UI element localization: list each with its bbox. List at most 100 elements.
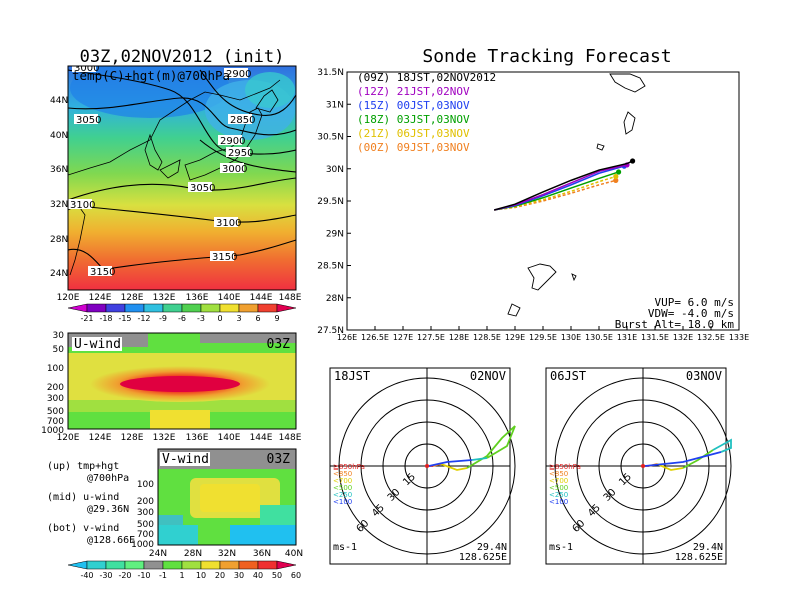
contour-labels: 3000 2900 3050 2850 2900 2950 3000 3050 … xyxy=(68,63,255,278)
lon-tick: 144E xyxy=(250,433,273,443)
contour-label: 3000 xyxy=(222,164,247,175)
vwind-time: 03Z xyxy=(267,452,291,467)
lon-tick: 132.5E xyxy=(697,333,725,342)
lon-tick: 140E xyxy=(218,433,241,443)
left-map-lon-ticks: 120E 124E 128E 132E 136E 140E 144E 148E xyxy=(57,293,302,303)
forecast-lon-ticks: 126E 126.5E 127E 127.5E 128E 128.5E 129E 129.5E… xyxy=(337,326,749,342)
colorbar-label: 40 xyxy=(253,571,263,580)
p-tick: 50 xyxy=(53,345,65,355)
lat-tick: 40N xyxy=(50,131,68,141)
hodograph-left: 18JST 02NOV15304560≧850hPa<850<700<500<25… xyxy=(329,367,516,565)
colorbar-swatch xyxy=(219,560,240,570)
param-vup: VUP= 6.0 m/s xyxy=(655,296,734,309)
colorbar-label: -20 xyxy=(118,571,131,580)
vwind-p-ticks: 100 200 300 500 700 1000 xyxy=(131,480,154,550)
colorbar-swatch xyxy=(219,303,240,313)
hodo-level-legend: <100 xyxy=(333,498,352,506)
note-mid-level: @29.36N xyxy=(87,504,129,515)
hodo-trace xyxy=(428,459,473,467)
hodo-level-legend: ≧850hPa xyxy=(549,463,581,471)
hodo-trace xyxy=(656,463,684,471)
contour-label: 3100 xyxy=(216,218,241,229)
lon-tick: 120E xyxy=(57,433,80,443)
colorbar-swatch xyxy=(276,560,297,570)
colorbar-label: 3 xyxy=(236,314,241,323)
p-tick: 300 xyxy=(137,508,154,518)
lon-tick: 126E xyxy=(337,333,357,342)
lon-tick: 124E xyxy=(89,433,112,443)
legend-entry: (21Z) 06JST,03NOV xyxy=(357,127,470,140)
lon-tick: 148E xyxy=(279,433,302,443)
temperature-colorbar: -21 -18 -15 -12 -9 -6 -3 0 3 6 9 xyxy=(67,303,297,323)
track-line xyxy=(494,160,633,211)
lat-tick: 24N xyxy=(50,269,68,279)
lon-tick: 130.5E xyxy=(585,333,613,342)
lat-tick: 36N xyxy=(50,165,68,175)
lon-tick: 128.5E xyxy=(473,333,501,342)
colorbar-swatch xyxy=(238,560,259,570)
uwind-frame xyxy=(67,332,297,430)
left-map-lat-ticks: 44N 40N 36N 32N 28N 24N xyxy=(50,96,68,279)
contour-label: 3050 xyxy=(190,183,215,194)
hodo-level-legend: <850 xyxy=(549,470,568,478)
colorbar-swatch xyxy=(162,303,183,313)
lon-tick: 130E xyxy=(561,333,581,342)
lat-tick: 32N xyxy=(50,200,68,210)
hodo-unit: ms-1 xyxy=(549,542,573,553)
hodo-trace xyxy=(644,451,722,467)
forecast-legend: (09Z) 18JST,02NOV2012 (12Z) 21JST,02NOV … xyxy=(357,71,496,154)
colorbar-swatch xyxy=(86,303,107,313)
uwind-label: U-wind xyxy=(74,337,121,352)
lat-tick: 28N xyxy=(50,235,68,245)
uwind-p-ticks: 30 50 100 200 300 500 700 1000 xyxy=(41,331,64,436)
lat-tick: 24N xyxy=(149,549,167,559)
lat-tick: 36N xyxy=(253,549,271,559)
p-tick: 700 xyxy=(47,417,64,427)
hodo-origin xyxy=(641,464,645,468)
colorbar-swatch xyxy=(67,560,88,570)
lat-tick: 30N xyxy=(326,165,344,175)
note-up: (up) tmp+hgt xyxy=(47,461,119,472)
colorbar-label: 50 xyxy=(272,571,282,580)
colorbar-label: 20 xyxy=(215,571,225,580)
panel-notes: (up) tmp+hgt @700hPa (mid) u-wind @29.36… xyxy=(47,461,135,546)
colorbar-label: -10 xyxy=(137,571,150,580)
lon-tick: 128E xyxy=(449,333,469,342)
hodo-time: 18JST xyxy=(334,369,370,383)
lat-tick: 28N xyxy=(184,549,202,559)
legend-entry: (15Z) 00JST,03NOV xyxy=(357,99,470,112)
colorbar-swatch xyxy=(143,303,164,313)
wind-colorbar: -40 -30 -20 -10 -1 1 10 20 30 40 50 60 xyxy=(67,560,301,580)
lat-tick: 29N xyxy=(326,229,344,239)
hodo-label-box xyxy=(466,370,508,383)
colorbar-swatch xyxy=(200,303,221,313)
contour-label: 3000 xyxy=(74,63,99,74)
colorbar-swatch xyxy=(86,560,107,570)
contour-label: 2950 xyxy=(228,148,253,159)
hodo-level-legend: <850 xyxy=(333,470,352,478)
contour-label: 2900 xyxy=(220,136,245,147)
lon-tick: 127E xyxy=(393,333,413,342)
hodo-unit: ms-1 xyxy=(333,542,357,553)
lat-tick: 31.5N xyxy=(317,68,344,78)
p-tick: 700 xyxy=(137,530,154,540)
vwind-label: V-wind xyxy=(162,452,209,467)
lon-tick: 120E xyxy=(57,293,80,303)
lon-tick: 136E xyxy=(186,433,209,443)
lon-tick: 132E xyxy=(153,433,176,443)
lat-tick: 29.5N xyxy=(317,197,344,207)
hodo-level-legend: ≧850hPa xyxy=(333,463,365,471)
p-tick: 300 xyxy=(47,394,64,404)
colorbar-label: -40 xyxy=(80,571,93,580)
p-tick: 500 xyxy=(47,407,64,417)
colorbar-label: -1 xyxy=(159,571,167,580)
colorbar-swatch xyxy=(67,303,88,313)
temperature-field: 3000 2900 3050 2850 2900 2950 3000 3050 … xyxy=(68,63,296,290)
colorbar-label: -18 xyxy=(99,314,112,323)
forecast-params: VUP= 6.0 m/s VDW= -4.0 m/s Burst Alt= 18… xyxy=(615,296,735,331)
hodo-label-box xyxy=(682,370,724,383)
lon-tick: 131E xyxy=(617,333,637,342)
uwind-time: 03Z xyxy=(267,337,291,352)
lat-tick: 40N xyxy=(285,549,303,559)
lat-tick: 44N xyxy=(50,96,68,106)
